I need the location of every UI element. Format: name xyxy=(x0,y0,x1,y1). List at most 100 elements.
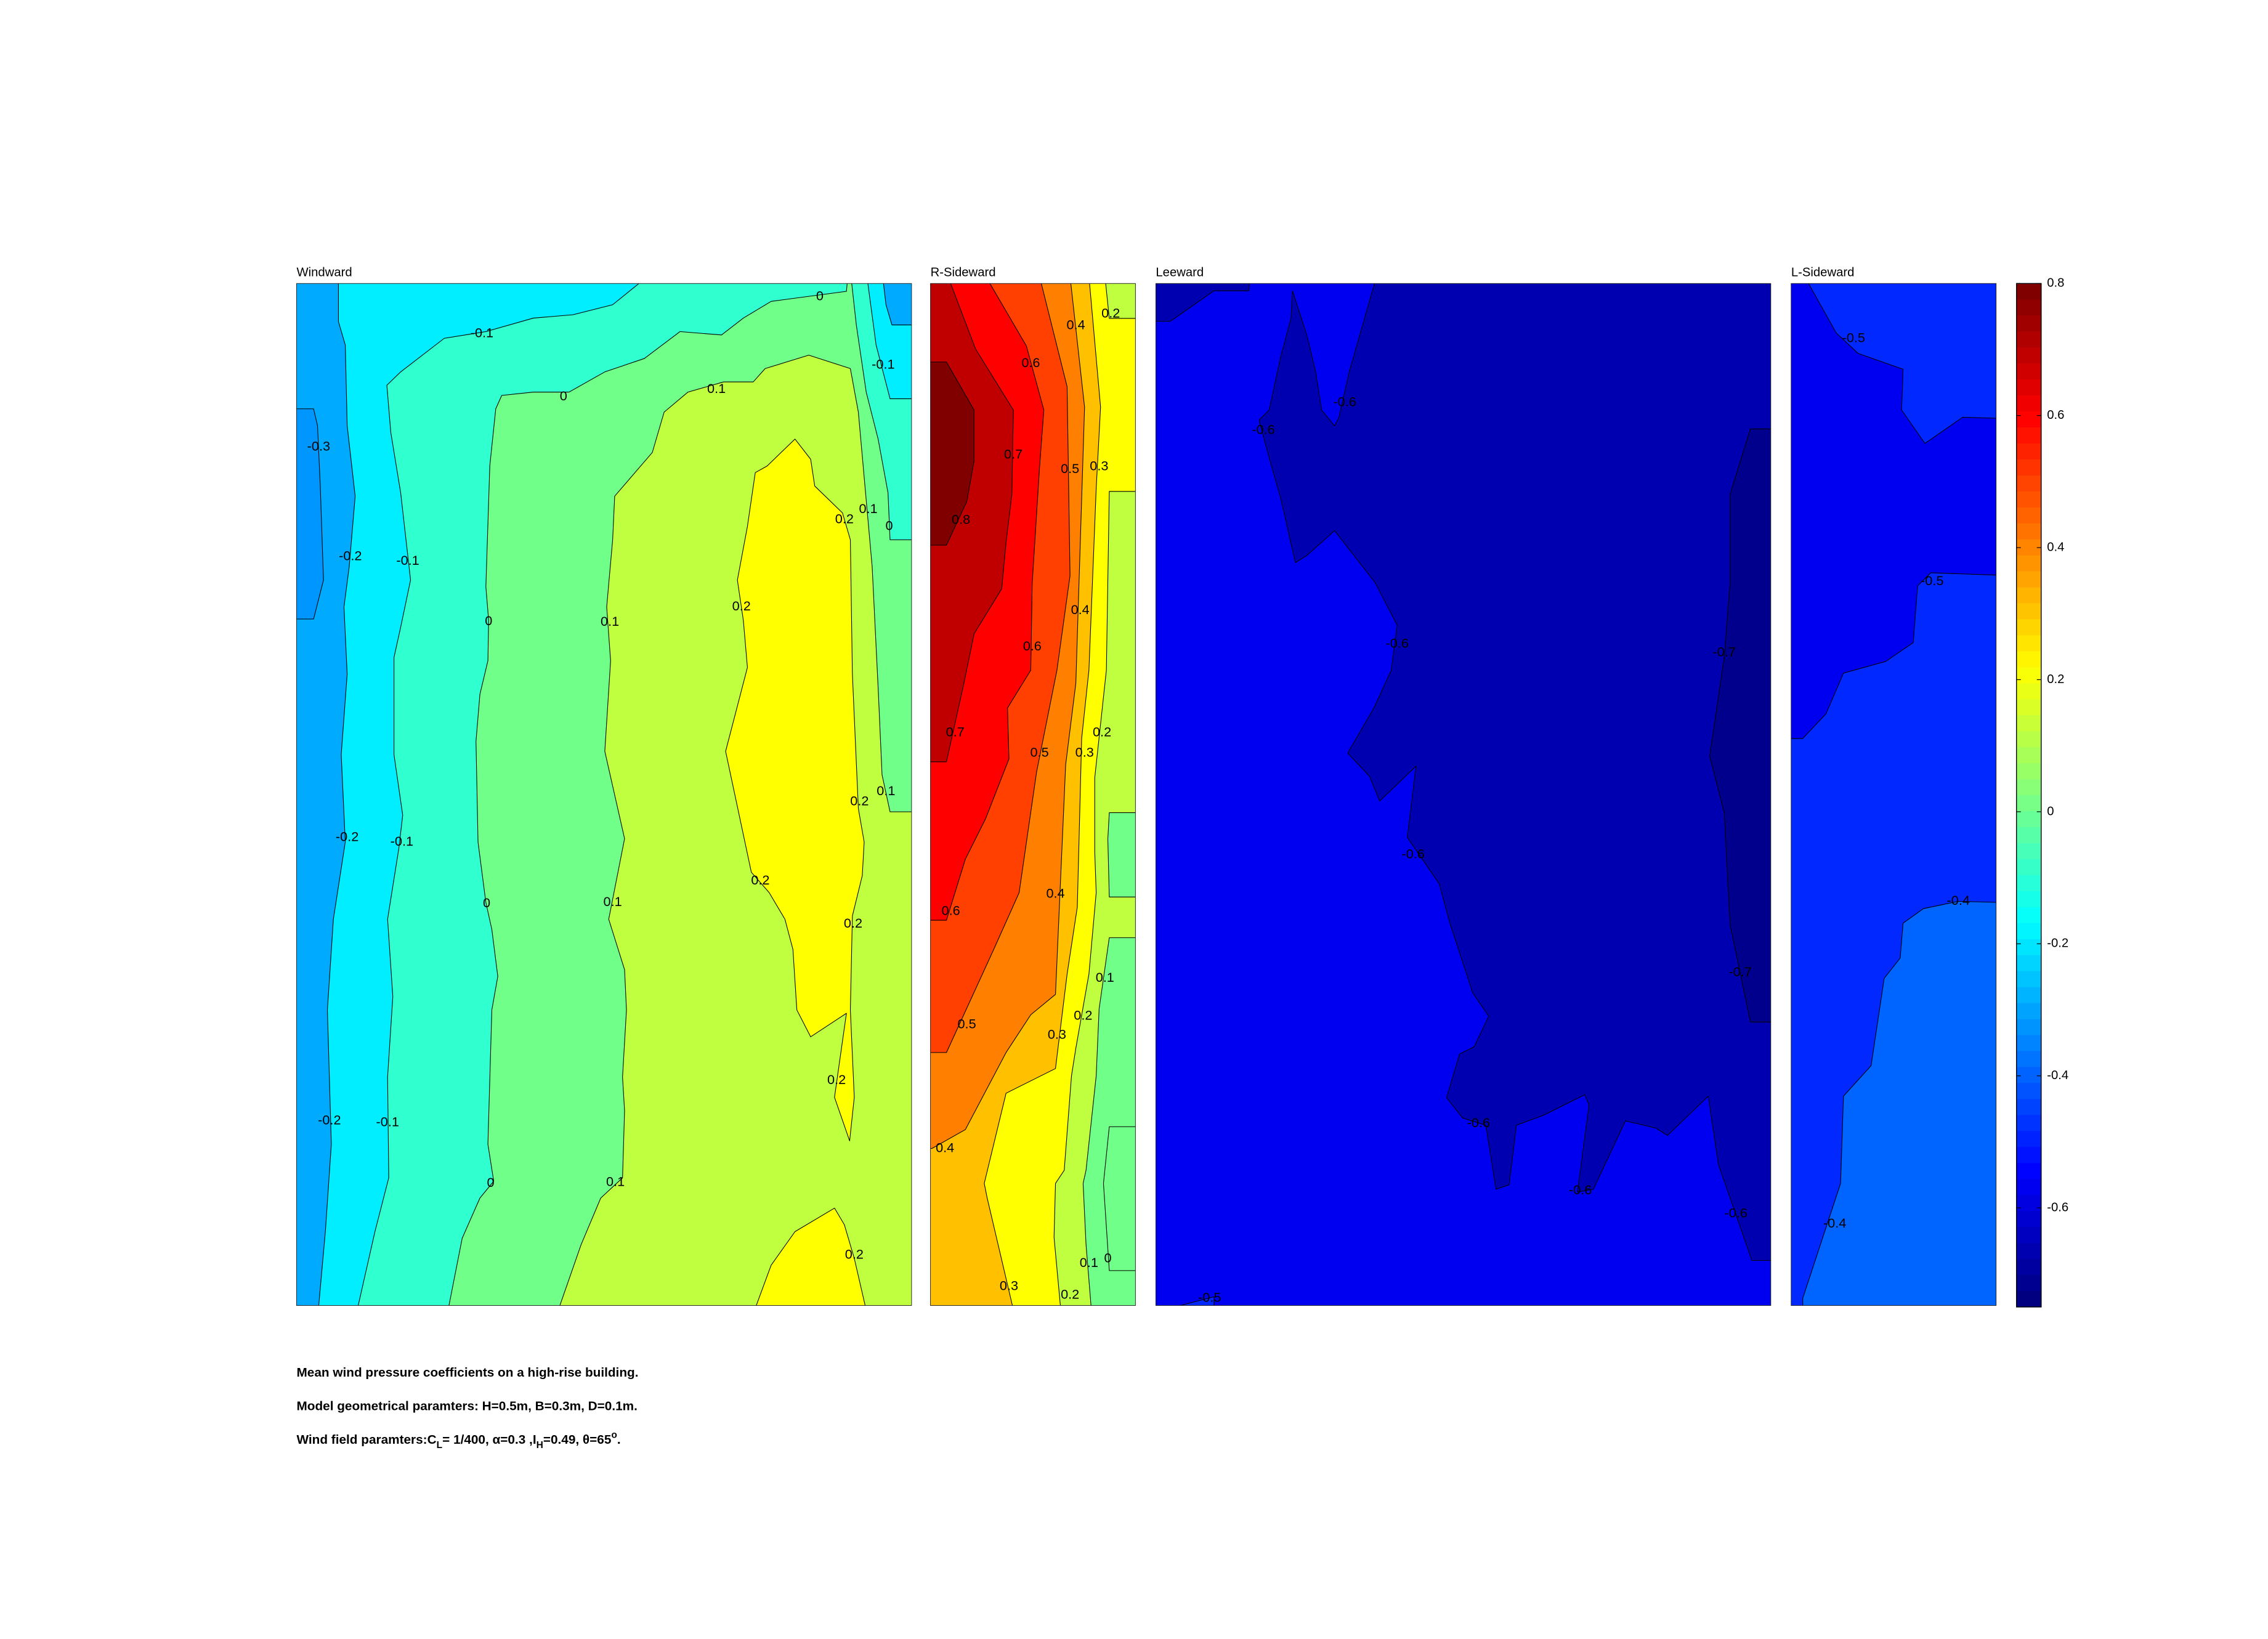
colorbar-swatch xyxy=(2016,795,2041,812)
colorbar-swatch xyxy=(2016,1227,2041,1244)
caption-3-c: =0.49, θ=65 xyxy=(543,1433,612,1447)
colorbar-swatch xyxy=(2016,395,2041,412)
contour-label: -0.6 xyxy=(1467,1115,1490,1130)
colorbar-frame xyxy=(2015,283,2042,1308)
contour-label: -0.5 xyxy=(1921,573,1943,588)
contour-label: -0.7 xyxy=(1713,644,1736,660)
colorbar-swatch xyxy=(2016,491,2041,508)
windward-contour-plot xyxy=(296,283,912,1306)
contour-label: 0.3 xyxy=(1075,744,1094,759)
contour-label: 0.2 xyxy=(835,511,854,526)
colorbar-swatch xyxy=(2016,507,2041,524)
colorbar-swatch xyxy=(2016,891,2041,908)
colorbar-swatch xyxy=(2016,939,2041,956)
colorbar-swatch xyxy=(2016,827,2041,844)
contour-label: 0.2 xyxy=(1061,1287,1079,1302)
colorbar-swatch xyxy=(2016,555,2041,572)
contour-label: 0.3 xyxy=(1090,458,1108,473)
contour-label: 0.1 xyxy=(859,501,877,516)
colorbar-swatch xyxy=(2016,459,2041,476)
band-fill xyxy=(1103,1126,1136,1271)
colorbar-swatch xyxy=(2016,1259,2041,1276)
contour-label: -0.1 xyxy=(872,357,894,372)
caption-line-1: Mean wind pressure coefficients on a hig… xyxy=(296,1366,638,1380)
contour-label: -0.5 xyxy=(1198,1289,1221,1305)
colorbar-swatch xyxy=(2016,779,2041,796)
colorbar-swatch xyxy=(2016,1099,2041,1116)
contour-label: 0 xyxy=(483,895,490,910)
colorbar-swatch xyxy=(2016,1131,2041,1147)
colorbar-tick-label: 0.6 xyxy=(2047,408,2064,422)
contour-label: 0.1 xyxy=(1096,969,1114,985)
colorbar-swatch xyxy=(2016,955,2041,972)
contour-label: -0.4 xyxy=(1823,1215,1846,1231)
panel-title-l-sideward: L-Sideward xyxy=(1791,265,1855,279)
colorbar-swatch xyxy=(2016,971,2041,988)
colorbar-swatch xyxy=(2016,1067,2041,1084)
contour-label: -0.4 xyxy=(1947,892,1970,908)
contour-label: 0 xyxy=(816,288,824,303)
contour-label: -0.1 xyxy=(396,552,419,568)
contour-label: 0.7 xyxy=(1004,447,1023,462)
band-fill xyxy=(1258,283,1771,1261)
contour-label: 0.2 xyxy=(1074,1008,1092,1023)
colorbar-swatch xyxy=(2016,1195,2041,1212)
colorbar-swatch xyxy=(2016,715,2041,732)
panel-frame xyxy=(1155,283,1772,1306)
colorbar-tick-label: -0.2 xyxy=(2047,937,2068,950)
contour-label: -0.2 xyxy=(336,828,358,844)
colorbar-swatch xyxy=(2016,1147,2041,1163)
panel-title-leeward: Leeward xyxy=(1156,265,1204,279)
contour-label: -0.1 xyxy=(376,1114,399,1130)
colorbar-swatch xyxy=(2016,379,2041,396)
colorbar-swatch xyxy=(2016,523,2041,540)
contour-label: 0.1 xyxy=(606,1174,625,1189)
colorbar-swatch xyxy=(2016,875,2041,892)
colorbar xyxy=(2015,283,2042,1308)
band-fill xyxy=(883,283,912,326)
contour-label: -0.2 xyxy=(318,1112,341,1127)
colorbar-swatch xyxy=(2016,347,2041,364)
caption-3-a: Wind field paramters:C xyxy=(296,1433,436,1447)
caption-line-3: Wind field paramters:CL= 1/400, α=0.3 ,I… xyxy=(296,1430,620,1451)
colorbar-swatch xyxy=(2016,283,2041,300)
caption-3-sup-o: o xyxy=(611,1430,617,1440)
colorbar-tick-labels: 0.8 0.6 0.4 0.2 0 -0.2 -0.4 -0.6 xyxy=(2047,277,2068,1215)
contour-label: 0.2 xyxy=(844,915,862,931)
panel-title-windward: Windward xyxy=(296,265,352,279)
caption-3-sub-h: H xyxy=(537,1440,543,1451)
colorbar-swatch xyxy=(2016,811,2041,828)
colorbar-swatch xyxy=(2016,907,2041,924)
colorbar-swatch xyxy=(2016,1115,2041,1132)
contour-label: -0.6 xyxy=(1252,421,1274,437)
colorbar-swatch xyxy=(2016,315,2041,332)
contour-label: -0.6 xyxy=(1724,1205,1747,1221)
band-fill xyxy=(296,408,324,620)
contour-label: 0.2 xyxy=(732,598,751,613)
colorbar-swatch xyxy=(2016,1003,2041,1020)
colorbar-swatch xyxy=(2016,1163,2041,1180)
contour-label: 0.7 xyxy=(946,724,965,739)
colorbar-swatch xyxy=(2016,1083,2041,1100)
contour-label: 0.6 xyxy=(942,903,960,918)
colorbar-swatch xyxy=(2016,1051,2041,1068)
colorbar-swatch xyxy=(2016,1179,2041,1196)
contour-label: 0.1 xyxy=(604,894,622,909)
colorbar-swatch xyxy=(2016,731,2041,748)
panel-title-r-sideward: R-Sideward xyxy=(931,265,996,279)
contour-label: 0.2 xyxy=(827,1072,846,1087)
band-fill xyxy=(1180,1296,1215,1306)
contour-label: 0 xyxy=(487,1175,495,1190)
colorbar-swatch xyxy=(2016,843,2041,860)
colorbar-swatch xyxy=(2016,603,2041,620)
caption-3-d: . xyxy=(617,1433,621,1447)
contour-label: 0.8 xyxy=(952,512,970,527)
band-fill xyxy=(1709,428,1771,1022)
contour-label: 0.4 xyxy=(936,1139,954,1155)
contour-label: -0.6 xyxy=(1386,635,1409,650)
caption-3-b: = 1/400, α=0.3 ,I xyxy=(442,1433,536,1447)
colorbar-swatch xyxy=(2016,1019,2041,1036)
contour-label: 0.4 xyxy=(1067,317,1085,332)
colorbar-swatch xyxy=(2016,1211,2041,1228)
